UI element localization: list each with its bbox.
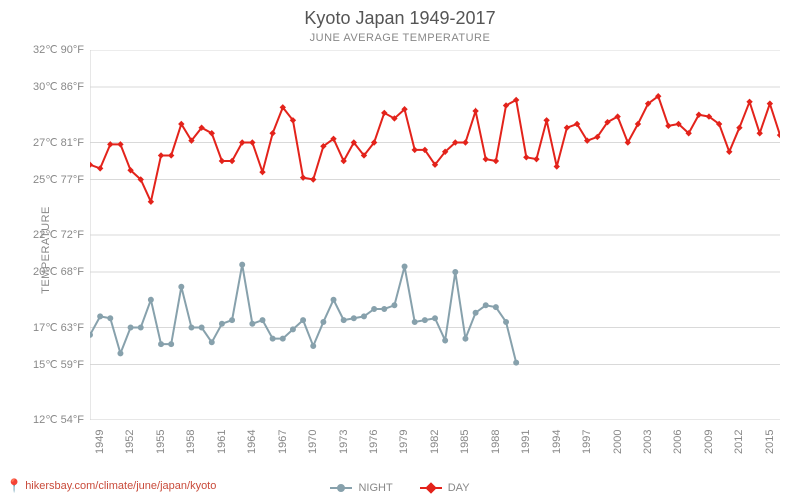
x-tick-label: 1979	[398, 430, 410, 454]
x-tick-label: 2006	[672, 430, 684, 454]
chart-svg	[90, 50, 780, 420]
x-tick-label: 1967	[277, 430, 289, 454]
x-tick-label: 1955	[155, 430, 167, 454]
x-tick-label: 2000	[612, 430, 624, 454]
y-tick-label: 30℃ 86°F	[20, 80, 84, 93]
y-tick-label: 27℃ 81°F	[20, 136, 84, 149]
x-tick-label: 2015	[764, 430, 776, 454]
y-tick-label: 25℃ 77°F	[20, 173, 84, 186]
x-tick-label: 1997	[581, 430, 593, 454]
x-tick-label: 1991	[520, 430, 532, 454]
chart-title: Kyoto Japan 1949-2017	[0, 8, 800, 29]
legend-label-night: NIGHT	[358, 482, 392, 494]
footer-url: hikersbay.com/climate/june/japan/kyoto	[25, 480, 216, 492]
y-tick-label: 22℃ 72°F	[20, 228, 84, 241]
legend-item-day: DAY	[420, 482, 470, 494]
y-axis-label: TEMPERATURE	[40, 206, 52, 294]
chart-subtitle: JUNE AVERAGE TEMPERATURE	[0, 32, 800, 44]
chart-container: Kyoto Japan 1949-2017 JUNE AVERAGE TEMPE…	[0, 0, 800, 500]
x-tick-label: 1961	[216, 430, 228, 454]
x-tick-label: 1982	[429, 430, 441, 454]
x-tick-label: 1994	[551, 430, 563, 454]
x-tick-label: 1952	[124, 430, 136, 454]
plot-area	[90, 50, 780, 420]
y-tick-label: 32℃ 90°F	[20, 43, 84, 56]
y-tick-label: 17℃ 63°F	[20, 321, 84, 334]
x-tick-label: 2012	[733, 430, 745, 454]
legend-swatch-day	[420, 487, 442, 489]
x-tick-label: 2009	[703, 430, 715, 454]
y-tick-label: 12℃ 54°F	[20, 413, 84, 426]
x-tick-label: 1970	[307, 430, 319, 454]
legend-label-day: DAY	[448, 482, 470, 494]
x-tick-label: 1973	[338, 430, 350, 454]
y-tick-label: 15℃ 59°F	[20, 358, 84, 371]
x-tick-label: 2003	[642, 430, 654, 454]
x-tick-label: 1949	[94, 430, 106, 454]
legend-item-night: NIGHT	[330, 482, 392, 494]
legend-swatch-night	[330, 487, 352, 489]
x-tick-label: 1964	[246, 430, 258, 454]
x-tick-label: 1985	[459, 430, 471, 454]
x-tick-label: 1988	[490, 430, 502, 454]
y-tick-label: 20℃ 68°F	[20, 265, 84, 278]
footer-attribution: 📍 hikersbay.com/climate/june/japan/kyoto	[6, 478, 216, 494]
x-tick-label: 1958	[185, 430, 197, 454]
pin-icon: 📍	[6, 478, 22, 494]
x-tick-label: 1976	[368, 430, 380, 454]
